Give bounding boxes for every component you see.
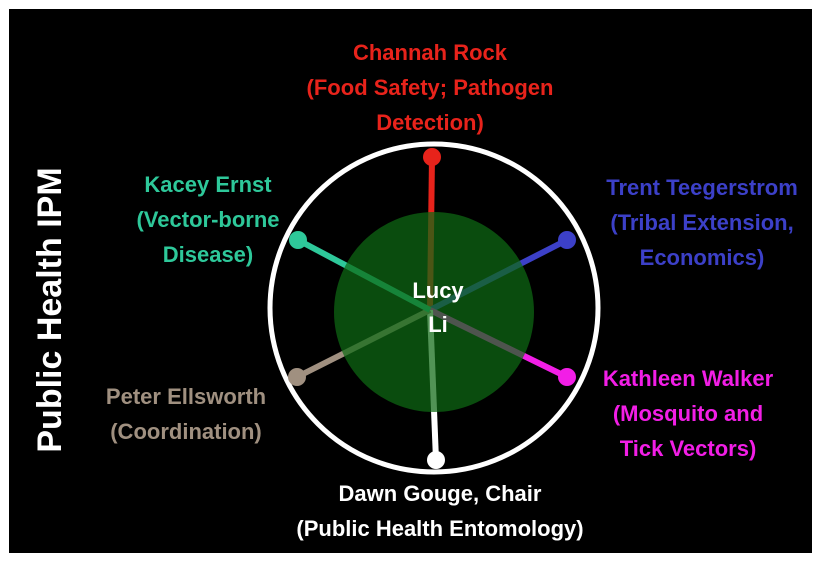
- node-label: (Food Safety; Pathogen: [307, 75, 554, 100]
- node-label: Kathleen Walker: [603, 366, 774, 391]
- node-label: Kacey Ernst: [144, 172, 272, 197]
- node-dot: [558, 368, 576, 386]
- center-label: Lucy: [412, 278, 464, 303]
- node-label: Detection): [376, 110, 484, 135]
- node-label: (Tribal Extension,: [610, 210, 793, 235]
- node-label: (Mosquito and: [613, 401, 763, 426]
- node-label: Channah Rock: [353, 40, 508, 65]
- node-label: Peter Ellsworth: [106, 384, 266, 409]
- title: Public Health IPM: [31, 167, 69, 452]
- center-label: Li: [428, 312, 448, 337]
- node-label: (Public Health Entomology): [296, 516, 583, 541]
- node-dot: [288, 368, 306, 386]
- node-label: Dawn Gouge, Chair: [339, 481, 542, 506]
- node-label: (Coordination): [110, 419, 262, 444]
- node-label: Economics): [640, 245, 765, 270]
- node-label: Tick Vectors): [620, 436, 757, 461]
- node-dot: [427, 451, 445, 469]
- node-dot: [558, 231, 576, 249]
- node-dot: [423, 148, 441, 166]
- node-dot: [289, 231, 307, 249]
- center-disc: [334, 212, 534, 412]
- outer-ring: [267, 141, 601, 475]
- node-label: Trent Teegerstrom: [606, 175, 798, 200]
- node-label: Disease): [163, 242, 254, 267]
- node-label: (Vector-borne: [136, 207, 279, 232]
